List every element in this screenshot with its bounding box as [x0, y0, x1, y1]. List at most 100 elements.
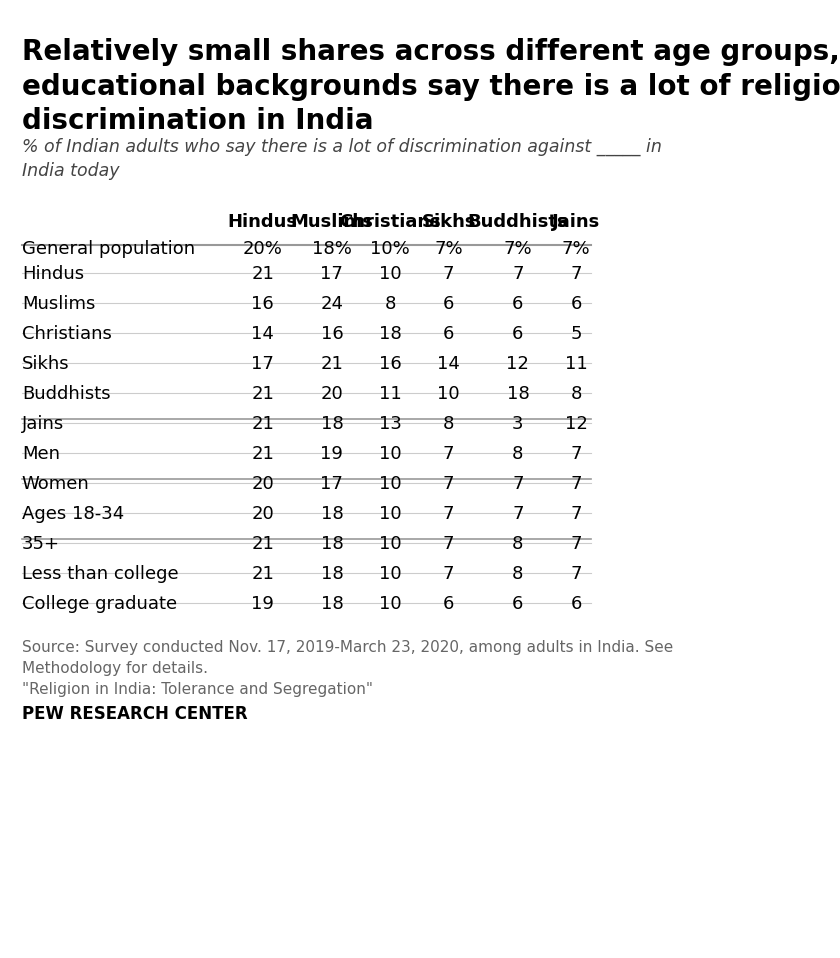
Text: 7: 7 [443, 265, 454, 283]
Text: 7: 7 [512, 475, 523, 493]
Text: 7: 7 [443, 505, 454, 523]
Text: 5: 5 [570, 325, 582, 343]
Text: 10: 10 [379, 445, 402, 463]
Text: 8: 8 [512, 565, 523, 583]
Text: 7: 7 [443, 445, 454, 463]
Text: 18: 18 [321, 505, 344, 523]
Text: 18%: 18% [312, 240, 352, 258]
Text: 6: 6 [512, 325, 523, 343]
Text: 7: 7 [570, 265, 582, 283]
Text: 10: 10 [379, 535, 402, 553]
Text: 20: 20 [321, 385, 344, 403]
Text: 20: 20 [251, 505, 274, 523]
Text: 12: 12 [564, 415, 588, 433]
Text: Christians: Christians [22, 325, 112, 343]
Text: 21: 21 [251, 385, 274, 403]
Text: Buddhists: Buddhists [468, 213, 568, 231]
Text: 7: 7 [570, 445, 582, 463]
Text: 6: 6 [512, 295, 523, 313]
Text: Hindus: Hindus [22, 265, 84, 283]
Text: 10: 10 [379, 475, 402, 493]
Text: Less than college: Less than college [22, 565, 179, 583]
Text: 8: 8 [570, 385, 582, 403]
Text: 6: 6 [570, 595, 582, 613]
Text: 7%: 7% [562, 240, 591, 258]
Text: 10: 10 [379, 505, 402, 523]
Text: 10: 10 [438, 385, 460, 403]
Text: 16: 16 [251, 295, 274, 313]
Text: 21: 21 [251, 415, 274, 433]
Text: 20%: 20% [243, 240, 282, 258]
Text: 10: 10 [379, 595, 402, 613]
Text: 7: 7 [570, 475, 582, 493]
Text: 17: 17 [321, 475, 344, 493]
Text: Ages 18-34: Ages 18-34 [22, 505, 124, 523]
Text: 14: 14 [251, 325, 274, 343]
Text: 6: 6 [443, 595, 454, 613]
Text: 21: 21 [251, 565, 274, 583]
Text: 10%: 10% [370, 240, 410, 258]
Text: 8: 8 [443, 415, 454, 433]
Text: Relatively small shares across different age groups,
educational backgrounds say: Relatively small shares across different… [22, 38, 840, 135]
Text: 35+: 35+ [22, 535, 60, 553]
Text: Source: Survey conducted Nov. 17, 2019-March 23, 2020, among adults in India. Se: Source: Survey conducted Nov. 17, 2019-M… [22, 640, 673, 697]
Text: 11: 11 [379, 385, 402, 403]
Text: 12: 12 [507, 355, 529, 373]
Text: 6: 6 [570, 295, 582, 313]
Text: Muslims: Muslims [22, 295, 95, 313]
Text: Buddhists: Buddhists [22, 385, 111, 403]
Text: 21: 21 [251, 535, 274, 553]
Text: 18: 18 [321, 565, 344, 583]
Text: 7: 7 [443, 475, 454, 493]
Text: 14: 14 [437, 355, 460, 373]
Text: College graduate: College graduate [22, 595, 177, 613]
Text: 21: 21 [251, 445, 274, 463]
Text: 10: 10 [379, 565, 402, 583]
Text: General population: General population [22, 240, 195, 258]
Text: 3: 3 [512, 415, 523, 433]
Text: Muslims: Muslims [291, 213, 373, 231]
Text: 8: 8 [512, 535, 523, 553]
Text: 16: 16 [321, 325, 344, 343]
Text: 11: 11 [565, 355, 588, 373]
Text: 19: 19 [321, 445, 344, 463]
Text: Sikhs: Sikhs [22, 355, 70, 373]
Text: 18: 18 [321, 535, 344, 553]
Text: 21: 21 [251, 265, 274, 283]
Text: 7: 7 [512, 265, 523, 283]
Text: Women: Women [22, 475, 90, 493]
Text: 18: 18 [321, 415, 344, 433]
Text: 17: 17 [321, 265, 344, 283]
Text: 24: 24 [320, 295, 344, 313]
Text: 13: 13 [379, 415, 402, 433]
Text: 16: 16 [379, 355, 402, 373]
Text: Hindus: Hindus [228, 213, 297, 231]
Text: % of Indian adults who say there is a lot of discrimination against _____ in
Ind: % of Indian adults who say there is a lo… [22, 138, 662, 180]
Text: 20: 20 [251, 475, 274, 493]
Text: Christians: Christians [339, 213, 441, 231]
Text: 7: 7 [443, 535, 454, 553]
Text: Men: Men [22, 445, 60, 463]
Text: 8: 8 [512, 445, 523, 463]
Text: 7%: 7% [434, 240, 463, 258]
Text: 10: 10 [379, 265, 402, 283]
Text: 21: 21 [321, 355, 344, 373]
Text: 6: 6 [512, 595, 523, 613]
Text: 18: 18 [321, 595, 344, 613]
Text: 8: 8 [385, 295, 396, 313]
Text: Sikhs: Sikhs [422, 213, 476, 231]
Text: PEW RESEARCH CENTER: PEW RESEARCH CENTER [22, 705, 248, 723]
Text: 7: 7 [570, 565, 582, 583]
Text: 7: 7 [512, 505, 523, 523]
Text: 18: 18 [379, 325, 402, 343]
Text: 6: 6 [443, 325, 454, 343]
Text: 7: 7 [570, 505, 582, 523]
Text: 7: 7 [443, 565, 454, 583]
Text: 19: 19 [251, 595, 274, 613]
Text: 18: 18 [507, 385, 529, 403]
Text: 7: 7 [570, 535, 582, 553]
Text: 7%: 7% [504, 240, 533, 258]
Text: 17: 17 [251, 355, 274, 373]
Text: Jains: Jains [552, 213, 601, 231]
Text: 6: 6 [443, 295, 454, 313]
